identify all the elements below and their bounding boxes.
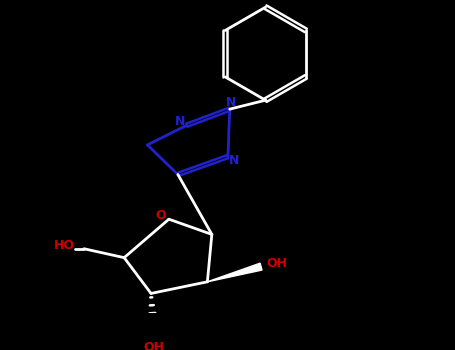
Text: N: N [225,96,236,110]
Text: OH: OH [143,341,164,350]
Text: N: N [229,154,239,167]
Text: O: O [156,209,166,222]
Polygon shape [207,263,262,282]
Text: N: N [175,115,186,128]
Text: OH: OH [267,257,288,271]
Text: HO: HO [54,239,75,252]
